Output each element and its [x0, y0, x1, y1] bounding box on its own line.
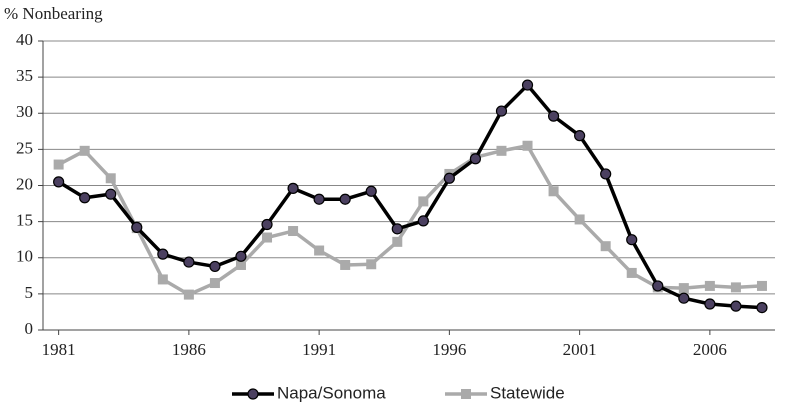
point [157, 248, 169, 260]
x-tick-label: 1986 [172, 340, 206, 359]
point [366, 259, 377, 270]
point [730, 300, 742, 312]
point [79, 145, 90, 156]
point [105, 188, 117, 200]
point [548, 186, 559, 197]
point [678, 292, 690, 304]
y-tick-label: 20 [16, 174, 33, 193]
point [365, 185, 377, 197]
x-tick-label: 2006 [693, 340, 727, 359]
point [547, 110, 560, 122]
point [79, 192, 91, 204]
point [313, 193, 325, 205]
point [262, 232, 273, 243]
point [469, 153, 482, 165]
point [574, 130, 586, 142]
point [339, 193, 351, 205]
point [418, 196, 429, 207]
point [704, 280, 715, 291]
point [574, 214, 585, 225]
legend-marker [461, 389, 471, 399]
point [600, 241, 611, 252]
point [730, 282, 741, 293]
series-line [57, 83, 763, 310]
x-tick-label: 1991 [302, 340, 336, 359]
point [521, 79, 534, 91]
point [626, 234, 638, 246]
point [183, 289, 194, 300]
legend-marker [247, 388, 259, 400]
point [756, 302, 768, 314]
y-axis-label: % Nonbearing [4, 4, 103, 23]
point [391, 223, 403, 235]
x-tick-label: 2001 [563, 340, 597, 359]
point [261, 218, 273, 231]
point [235, 259, 246, 270]
point [392, 236, 403, 247]
point [652, 280, 664, 292]
point [600, 168, 612, 180]
legend-label: Statewide [490, 383, 565, 402]
point [522, 140, 533, 151]
y-tick-label: 25 [16, 138, 33, 157]
point [235, 250, 247, 262]
point [704, 298, 716, 310]
point [53, 159, 64, 170]
point [157, 274, 168, 285]
y-tick-label: 30 [16, 102, 33, 121]
y-tick-label: 15 [16, 211, 33, 230]
point [131, 221, 143, 234]
y-tick-label: 40 [16, 30, 33, 49]
legend-label: Napa/Sonoma [277, 383, 386, 402]
x-tick-label: 1996 [432, 340, 466, 359]
point [496, 145, 507, 156]
point [209, 278, 220, 289]
y-tick-label: 5 [25, 283, 34, 302]
point [105, 173, 116, 184]
point [209, 260, 221, 273]
point [626, 267, 637, 278]
point [287, 182, 299, 194]
point [443, 172, 455, 184]
x-tick-label: 1981 [42, 340, 76, 359]
point [53, 176, 65, 188]
point [288, 226, 299, 237]
point [495, 105, 508, 117]
point [314, 245, 325, 256]
point [417, 215, 429, 227]
point [756, 280, 767, 291]
point [183, 256, 195, 268]
y-tick-label: 35 [16, 66, 33, 85]
y-tick-label: 0 [25, 319, 34, 338]
y-tick-label: 10 [16, 247, 33, 266]
point [340, 259, 351, 270]
series-line [57, 144, 763, 297]
point [678, 283, 689, 294]
